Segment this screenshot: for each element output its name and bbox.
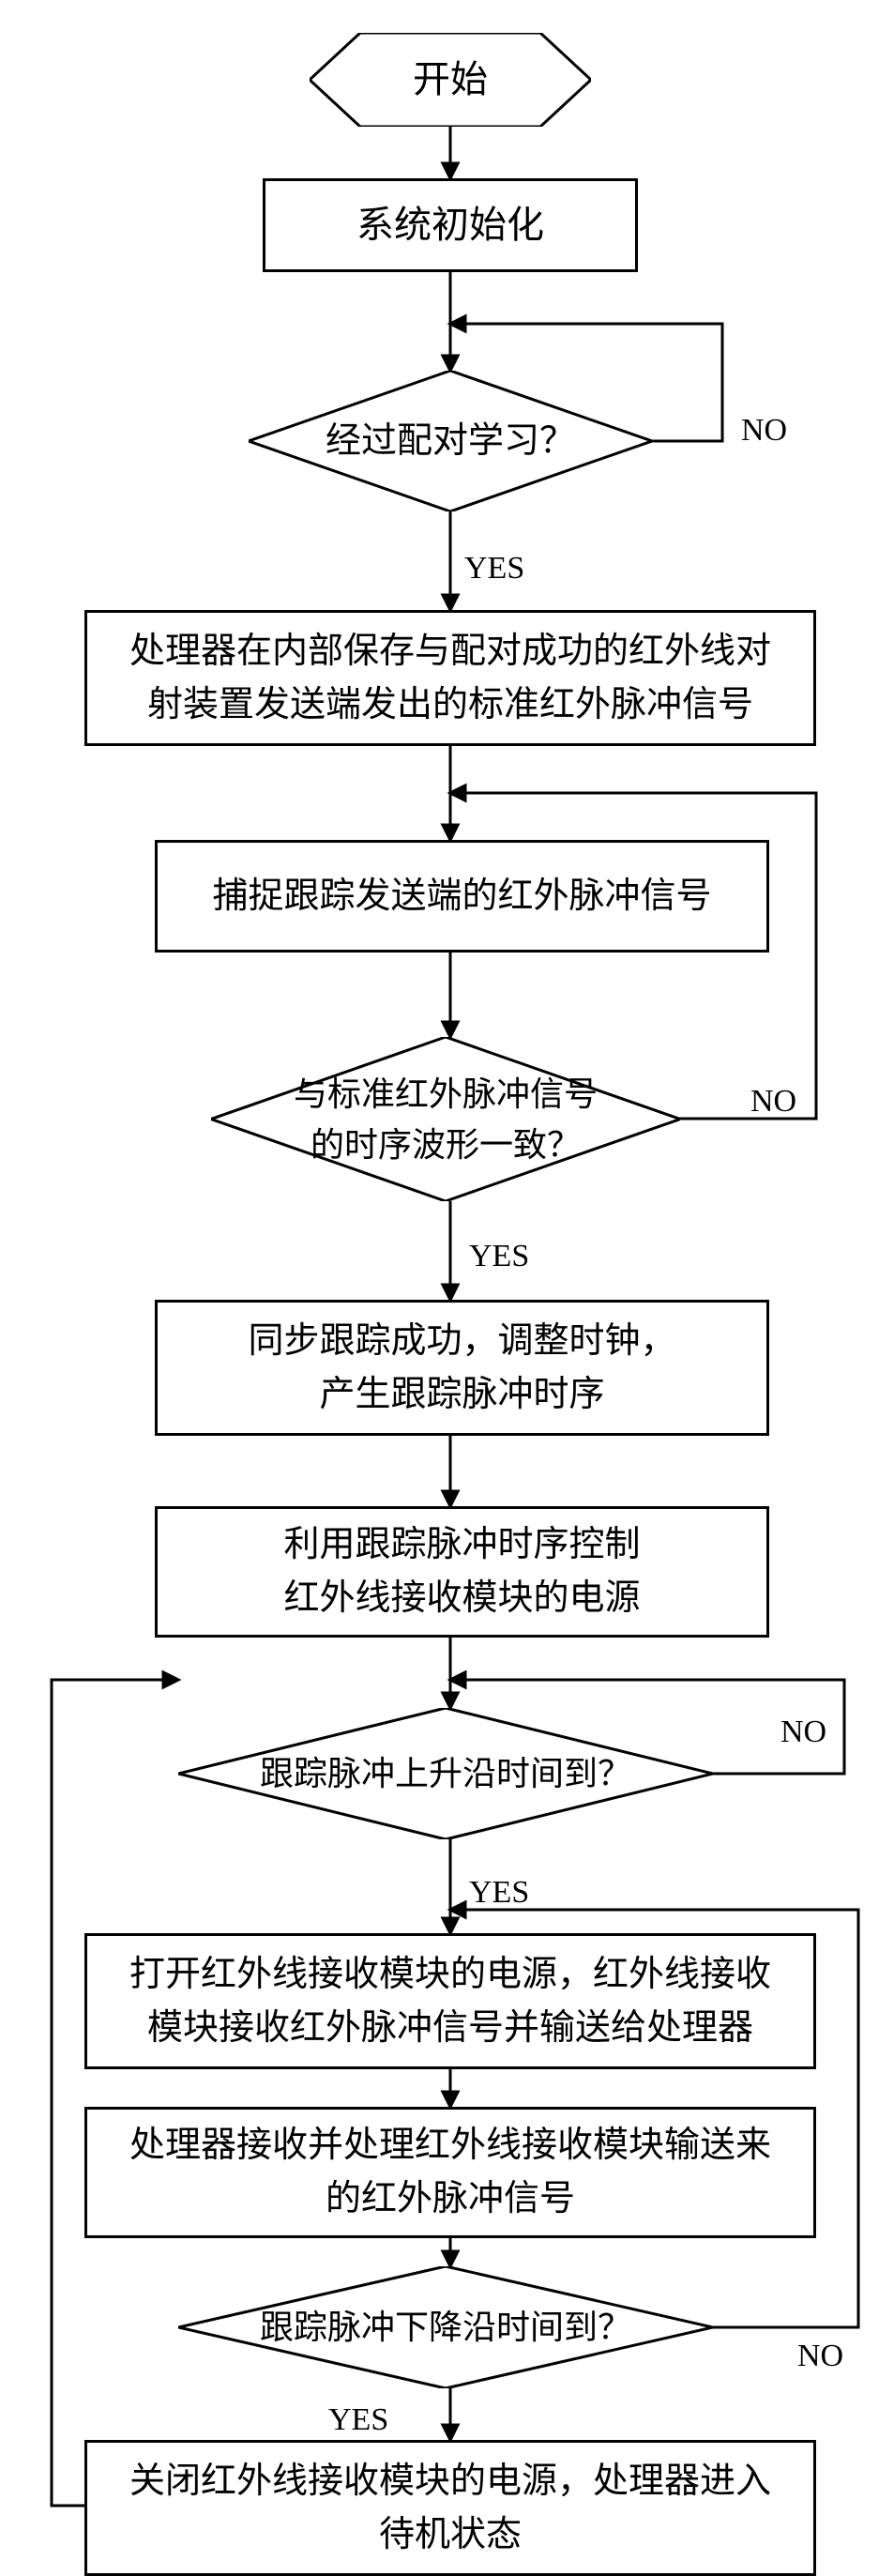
node-label: 捕捉跟踪发送端的红外脉冲信号 <box>212 870 711 923</box>
node-label: 处理器在内部保存与配对成功的红外线对 射装置发送端发出的标准红外脉冲信号 <box>129 625 771 732</box>
node-openpower: 打开红外线接收模块的电源，红外线接收 模块接收红外脉冲信号并输送给处理器 <box>84 1933 816 2069</box>
node-label: 同步跟踪成功，调整时钟， 产生跟踪脉冲时序 <box>248 1315 675 1422</box>
edge-label: NO <box>780 1715 826 1750</box>
edge-label: YES <box>464 551 524 587</box>
edge-label: YES <box>328 2402 388 2438</box>
edge-label: NO <box>741 413 787 449</box>
node-process: 处理器接收并处理红外线接收模块输送来 的红外脉冲信号 <box>84 2107 816 2238</box>
edge-label: NO <box>750 1084 796 1120</box>
node-capture: 捕捉跟踪发送端的红外脉冲信号 <box>155 840 769 953</box>
node-start: 开始 <box>310 33 591 127</box>
node-savepulse: 处理器在内部保存与配对成功的红外线对 射装置发送端发出的标准红外脉冲信号 <box>84 610 816 746</box>
node-label: 跟踪脉冲上升沿时间到？ <box>260 1748 631 1799</box>
node-label: 经过配对学习？ <box>326 415 575 468</box>
node-risingedge: 跟踪脉冲上升沿时间到？ <box>178 1708 713 1839</box>
node-control: 利用跟踪脉冲时序控制 红外线接收模块的电源 <box>155 1506 769 1638</box>
node-closepower: 关闭红外线接收模块的电源，处理器进入 待机状态 <box>84 2440 816 2576</box>
node-init: 系统初始化 <box>263 178 638 272</box>
node-sync: 同步跟踪成功，调整时钟， 产生跟踪脉冲时序 <box>155 1300 769 1436</box>
node-paired: 经过配对学习？ <box>249 371 652 511</box>
edge <box>52 1680 178 2506</box>
node-label: 与标准红外脉冲信号 的时序波形一致？ <box>294 1069 598 1170</box>
node-matchwave: 与标准红外脉冲信号 的时序波形一致？ <box>211 1037 680 1201</box>
edge-label: YES <box>469 1239 529 1274</box>
edge-label: NO <box>797 2339 843 2374</box>
node-label: 开始 <box>413 52 488 108</box>
node-label: 打开红外线接收模块的电源，红外线接收 模块接收红外脉冲信号并输送给处理器 <box>129 1948 771 2055</box>
node-label: 利用跟踪脉冲时序控制 红外线接收模块的电源 <box>283 1518 640 1625</box>
node-label: 处理器接收并处理红外线接收模块输送来 的红外脉冲信号 <box>129 2119 771 2226</box>
node-label: 关闭红外线接收模块的电源，处理器进入 待机状态 <box>129 2455 771 2562</box>
node-label: 跟踪脉冲下降沿时间到？ <box>260 2302 631 2353</box>
node-fallingedge: 跟踪脉冲下降沿时间到？ <box>178 2266 713 2388</box>
edge-label: YES <box>469 1875 529 1911</box>
node-label: 系统初始化 <box>356 197 544 253</box>
